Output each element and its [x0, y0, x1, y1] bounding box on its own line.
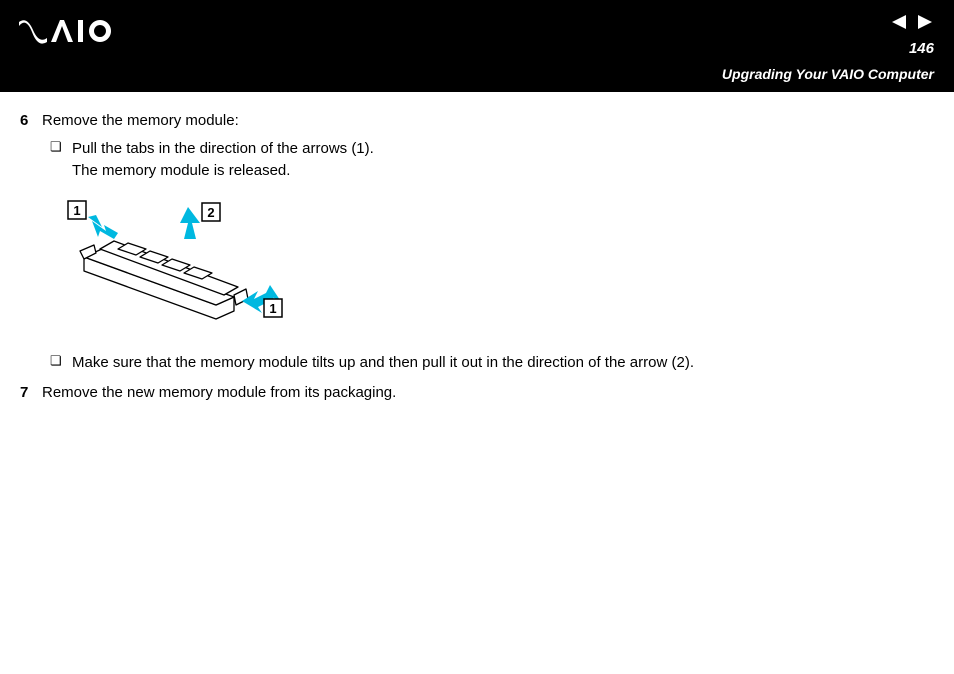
arrow-1-top	[88, 215, 118, 239]
step-7: 7 Remove the new memory module from its …	[20, 382, 934, 404]
bullet-text: Pull the tabs in the direction of the ar…	[72, 138, 934, 182]
marker-1b: 1	[264, 299, 282, 317]
arrow-2-up	[180, 207, 200, 239]
bullet-square-icon: ❏	[50, 138, 72, 182]
step-number: 7	[20, 382, 42, 404]
memory-module	[80, 241, 248, 319]
svg-text:2: 2	[207, 205, 214, 220]
nav-arrows	[890, 14, 934, 30]
header-bar: 146 Upgrading Your VAIO Computer	[0, 0, 954, 92]
step-6: 6 Remove the memory module:	[20, 110, 934, 132]
page-number: 146	[909, 40, 934, 57]
step-text: Remove the memory module:	[42, 110, 934, 132]
bullet-line1: Pull the tabs in the direction of the ar…	[72, 140, 374, 157]
next-page-icon[interactable]	[916, 14, 934, 30]
bullet-line2: The memory module is released.	[72, 162, 290, 179]
bullet-text: Make sure that the memory module tilts u…	[72, 352, 934, 374]
step-number: 6	[20, 110, 42, 132]
marker-1a: 1	[68, 201, 86, 219]
memory-module-diagram: 1 2	[66, 195, 934, 342]
content-area: 6 Remove the memory module: ❏ Pull the t…	[0, 92, 954, 404]
bullet-item: ❏ Pull the tabs in the direction of the …	[50, 138, 934, 182]
section-title: Upgrading Your VAIO Computer	[722, 66, 934, 82]
svg-text:1: 1	[73, 203, 80, 218]
prev-page-icon[interactable]	[890, 14, 908, 30]
svg-text:1: 1	[269, 301, 276, 316]
step-text: Remove the new memory module from its pa…	[42, 382, 934, 404]
vaio-logo	[18, 18, 128, 51]
marker-2: 2	[202, 203, 220, 221]
bullet-item: ❏ Make sure that the memory module tilts…	[50, 352, 934, 374]
bullet-square-icon: ❏	[50, 352, 72, 374]
